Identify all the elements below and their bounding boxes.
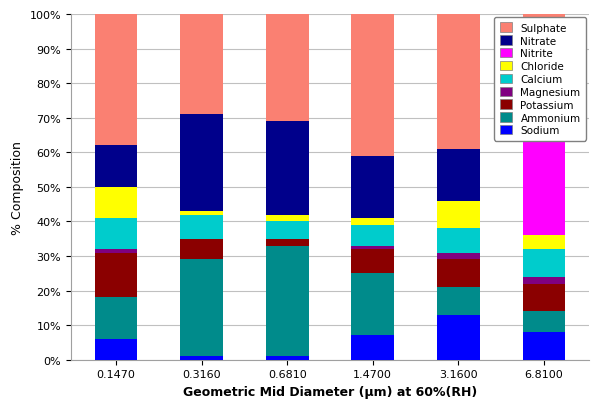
Bar (523, 236, 565, 249)
Bar (95, 253, 137, 298)
Bar (437, 253, 480, 260)
Bar (95, 339, 137, 360)
Bar (95, 298, 137, 339)
Bar (352, 336, 394, 360)
Bar (266, 122, 308, 215)
Bar (352, 249, 394, 274)
Bar (352, 156, 394, 218)
Bar (266, 356, 308, 360)
Bar (180, 215, 223, 239)
Bar (523, 126, 565, 132)
Bar (180, 115, 223, 211)
Bar (95, 218, 137, 249)
Bar (523, 15, 565, 126)
Bar (523, 284, 565, 312)
Bar (523, 277, 565, 284)
Bar (180, 239, 223, 260)
Bar (95, 187, 137, 218)
Bar (437, 315, 480, 360)
Bar (95, 146, 137, 187)
Bar (352, 274, 394, 336)
Bar (437, 288, 480, 315)
Bar (180, 15, 223, 115)
Legend: Sulphate, Nitrate, Nitrite, Chloride, Calcium, Magnesium, Potassium, Ammonium, S: Sulphate, Nitrate, Nitrite, Chloride, Ca… (494, 18, 586, 141)
Bar (95, 15, 137, 146)
Bar (266, 239, 308, 246)
Bar (352, 246, 394, 249)
Bar (95, 249, 137, 253)
Bar (266, 246, 308, 356)
Bar (437, 150, 480, 201)
Bar (437, 201, 480, 229)
Bar (523, 312, 565, 332)
Bar (180, 260, 223, 356)
Bar (180, 356, 223, 360)
Y-axis label: % Composition: % Composition (11, 141, 24, 234)
X-axis label: Geometric Mid Diameter (μm) at 60%(RH): Geometric Mid Diameter (μm) at 60%(RH) (183, 385, 477, 398)
Bar (523, 332, 565, 360)
Bar (523, 132, 565, 236)
Bar (437, 229, 480, 253)
Bar (352, 225, 394, 246)
Bar (180, 211, 223, 215)
Bar (352, 15, 394, 156)
Bar (523, 249, 565, 277)
Bar (352, 218, 394, 225)
Bar (266, 215, 308, 222)
Bar (437, 15, 480, 150)
Bar (266, 222, 308, 239)
Bar (437, 260, 480, 288)
Bar (266, 15, 308, 122)
